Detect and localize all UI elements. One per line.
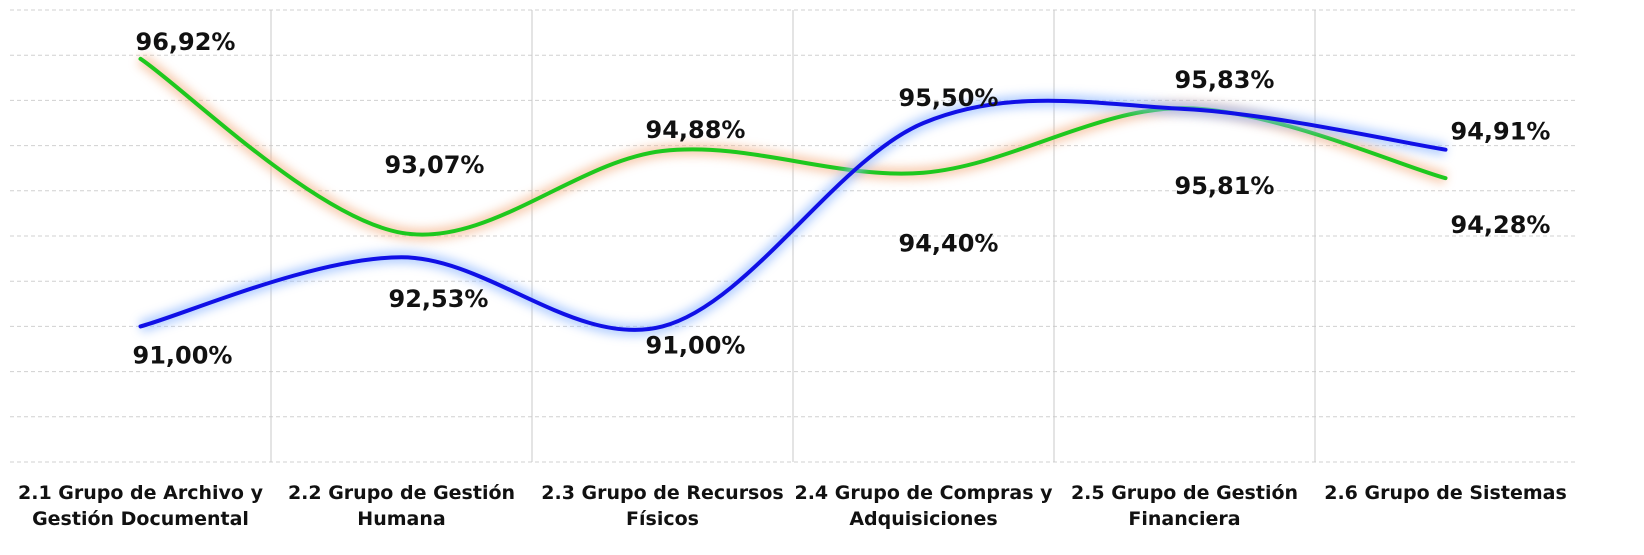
data-label: 96,92%: [136, 28, 236, 56]
data-label: 93,07%: [385, 151, 485, 179]
x-tick-label: 2.2 Grupo de Gestión Humana: [287, 482, 516, 530]
x-tick-label: 2.1 Grupo de Archivo y Gestión Documenta…: [18, 482, 263, 530]
data-label: 91,00%: [133, 341, 233, 369]
x-tick-label: 2.4 Grupo de Compras y Adquisiciones: [794, 482, 1053, 530]
chart: 96,92% 93,07% 94,88% 94,40% 95,83% 94,28% 91,0…: [10, 9, 1576, 463]
data-label: 94,91%: [1451, 118, 1551, 146]
line: [138, 98, 1448, 332]
data-label: 94,40%: [899, 230, 999, 258]
data-label: 95,81%: [1175, 172, 1275, 200]
x-tick-label: 2.5 Grupo de Gestión Financiera: [1070, 482, 1299, 530]
data-label: 95,83%: [1175, 66, 1275, 94]
x-tick-label: 2.3 Grupo de Recursos Físicos: [541, 482, 784, 530]
data-label: 94,28%: [1451, 211, 1551, 239]
data-label: 95,50%: [899, 84, 999, 112]
x-tick-label: 2.6 Grupo de Sistemas: [1324, 482, 1567, 504]
data-label: 92,53%: [389, 285, 489, 313]
data-label: 91,00%: [646, 331, 746, 359]
data-label: 94,88%: [646, 116, 746, 144]
